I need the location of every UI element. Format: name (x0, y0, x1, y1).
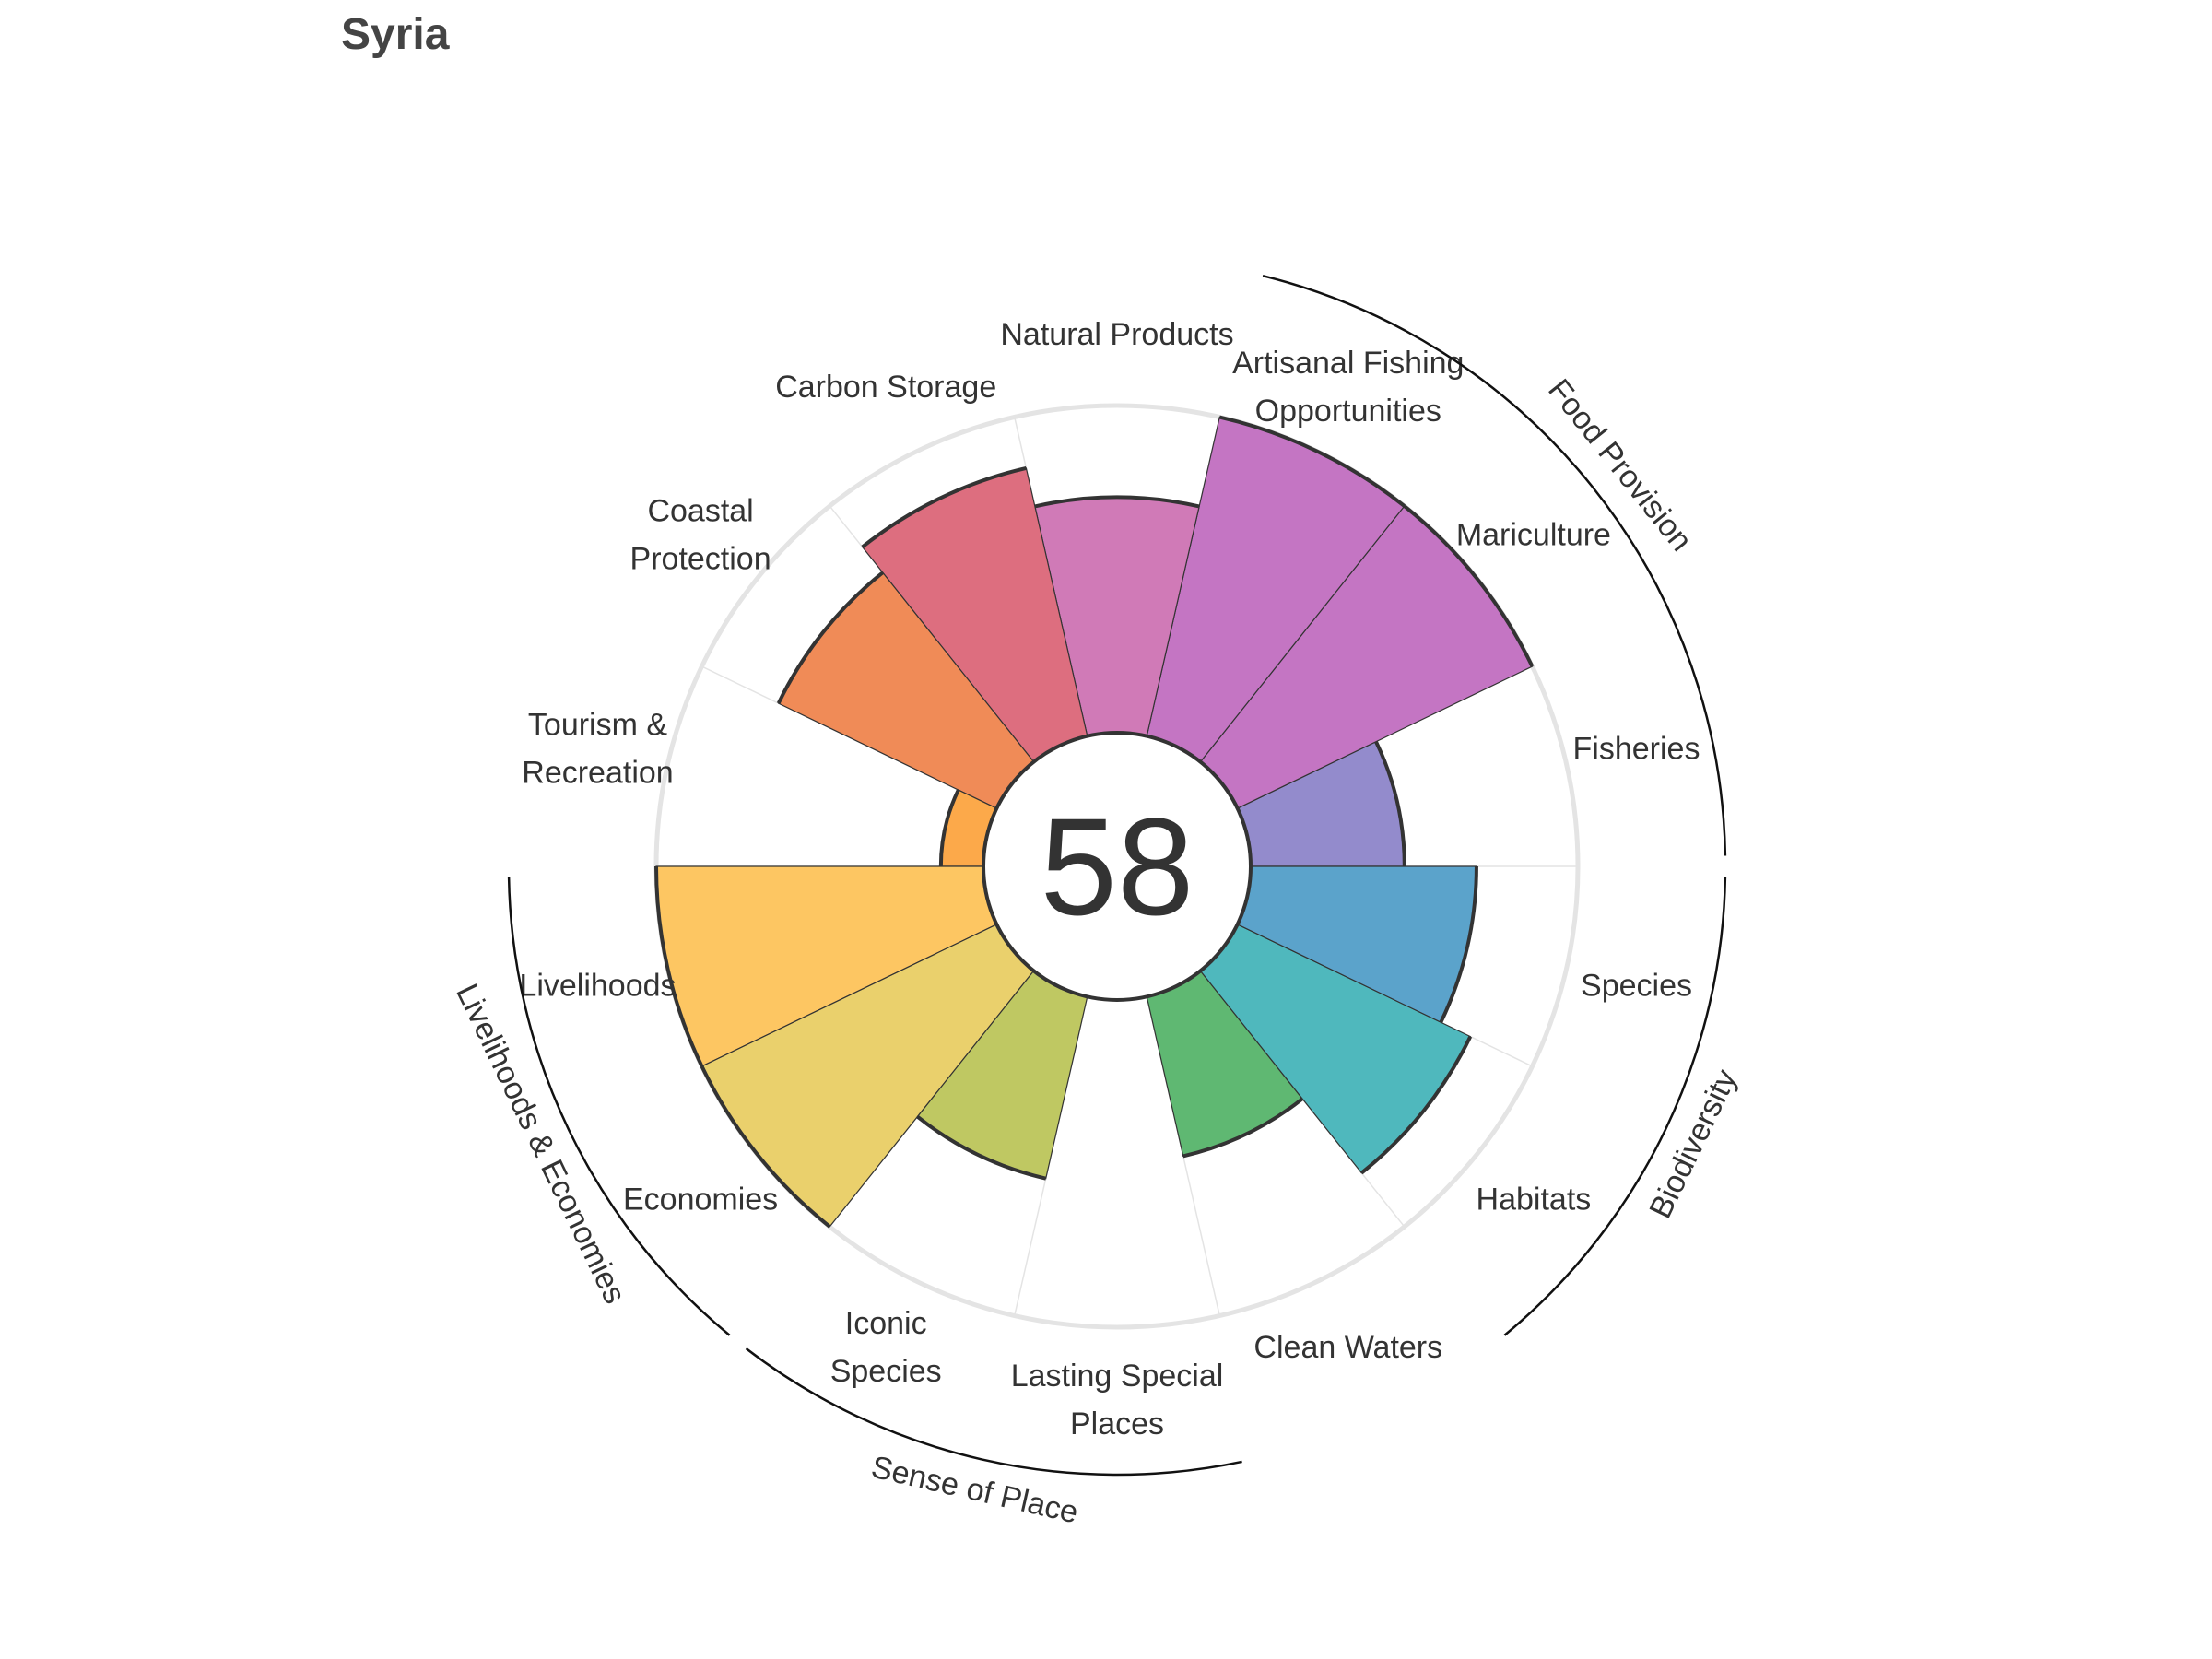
category-label: Fisheries (1573, 731, 1700, 766)
category-label: Lasting Special Places (1011, 1359, 1224, 1441)
overall-score: 58 (1041, 789, 1194, 944)
labels-layer: Fisheries Mariculture Artisanal Fishing Opp… (519, 317, 1700, 1441)
category-label: Tourism & Recreation (522, 707, 673, 790)
category-label: Carbon Storage (775, 370, 996, 405)
category-label: Species (1581, 969, 1692, 1004)
petal-outline (938, 789, 960, 867)
category-label: Clean Waters (1253, 1330, 1442, 1365)
petals-layer (655, 416, 1534, 1228)
inner-circle (982, 731, 1253, 1002)
petal-outline (1374, 740, 1406, 867)
category-label: Mariculture (1456, 518, 1611, 553)
group-arc (507, 877, 731, 1336)
petal-outline (1403, 504, 1535, 667)
group-label: Sense of Place (868, 1450, 1081, 1531)
page-title: Syria (341, 10, 450, 59)
petal-outline (1360, 1035, 1473, 1175)
petal-outline (654, 865, 704, 1067)
group-arc (1262, 274, 1727, 856)
petal-outline (776, 571, 885, 704)
category-label: Artisanal Fishing Opportunities (1232, 346, 1464, 429)
category-label: Livelihoods (519, 969, 676, 1004)
category-label: Natural Products (1000, 317, 1233, 352)
group-label: Livelihoods & Economies (449, 979, 632, 1310)
category-label: Iconic Species (830, 1306, 942, 1389)
group-arc (1503, 877, 1727, 1336)
petal-outline (1218, 415, 1406, 508)
petal-outline (861, 465, 1027, 549)
category-label: Coastal Protection (630, 494, 771, 577)
petal-outline (916, 1115, 1047, 1181)
petal-outline (1439, 865, 1478, 1024)
category-label: Habitats (1477, 1182, 1592, 1217)
petal-outline (1182, 1097, 1304, 1159)
category-label: Economies (623, 1182, 778, 1217)
outline-layer (654, 415, 1535, 1229)
petal-outline (700, 1065, 831, 1229)
group-arc (745, 1347, 1242, 1477)
petal-outline (1034, 495, 1200, 509)
